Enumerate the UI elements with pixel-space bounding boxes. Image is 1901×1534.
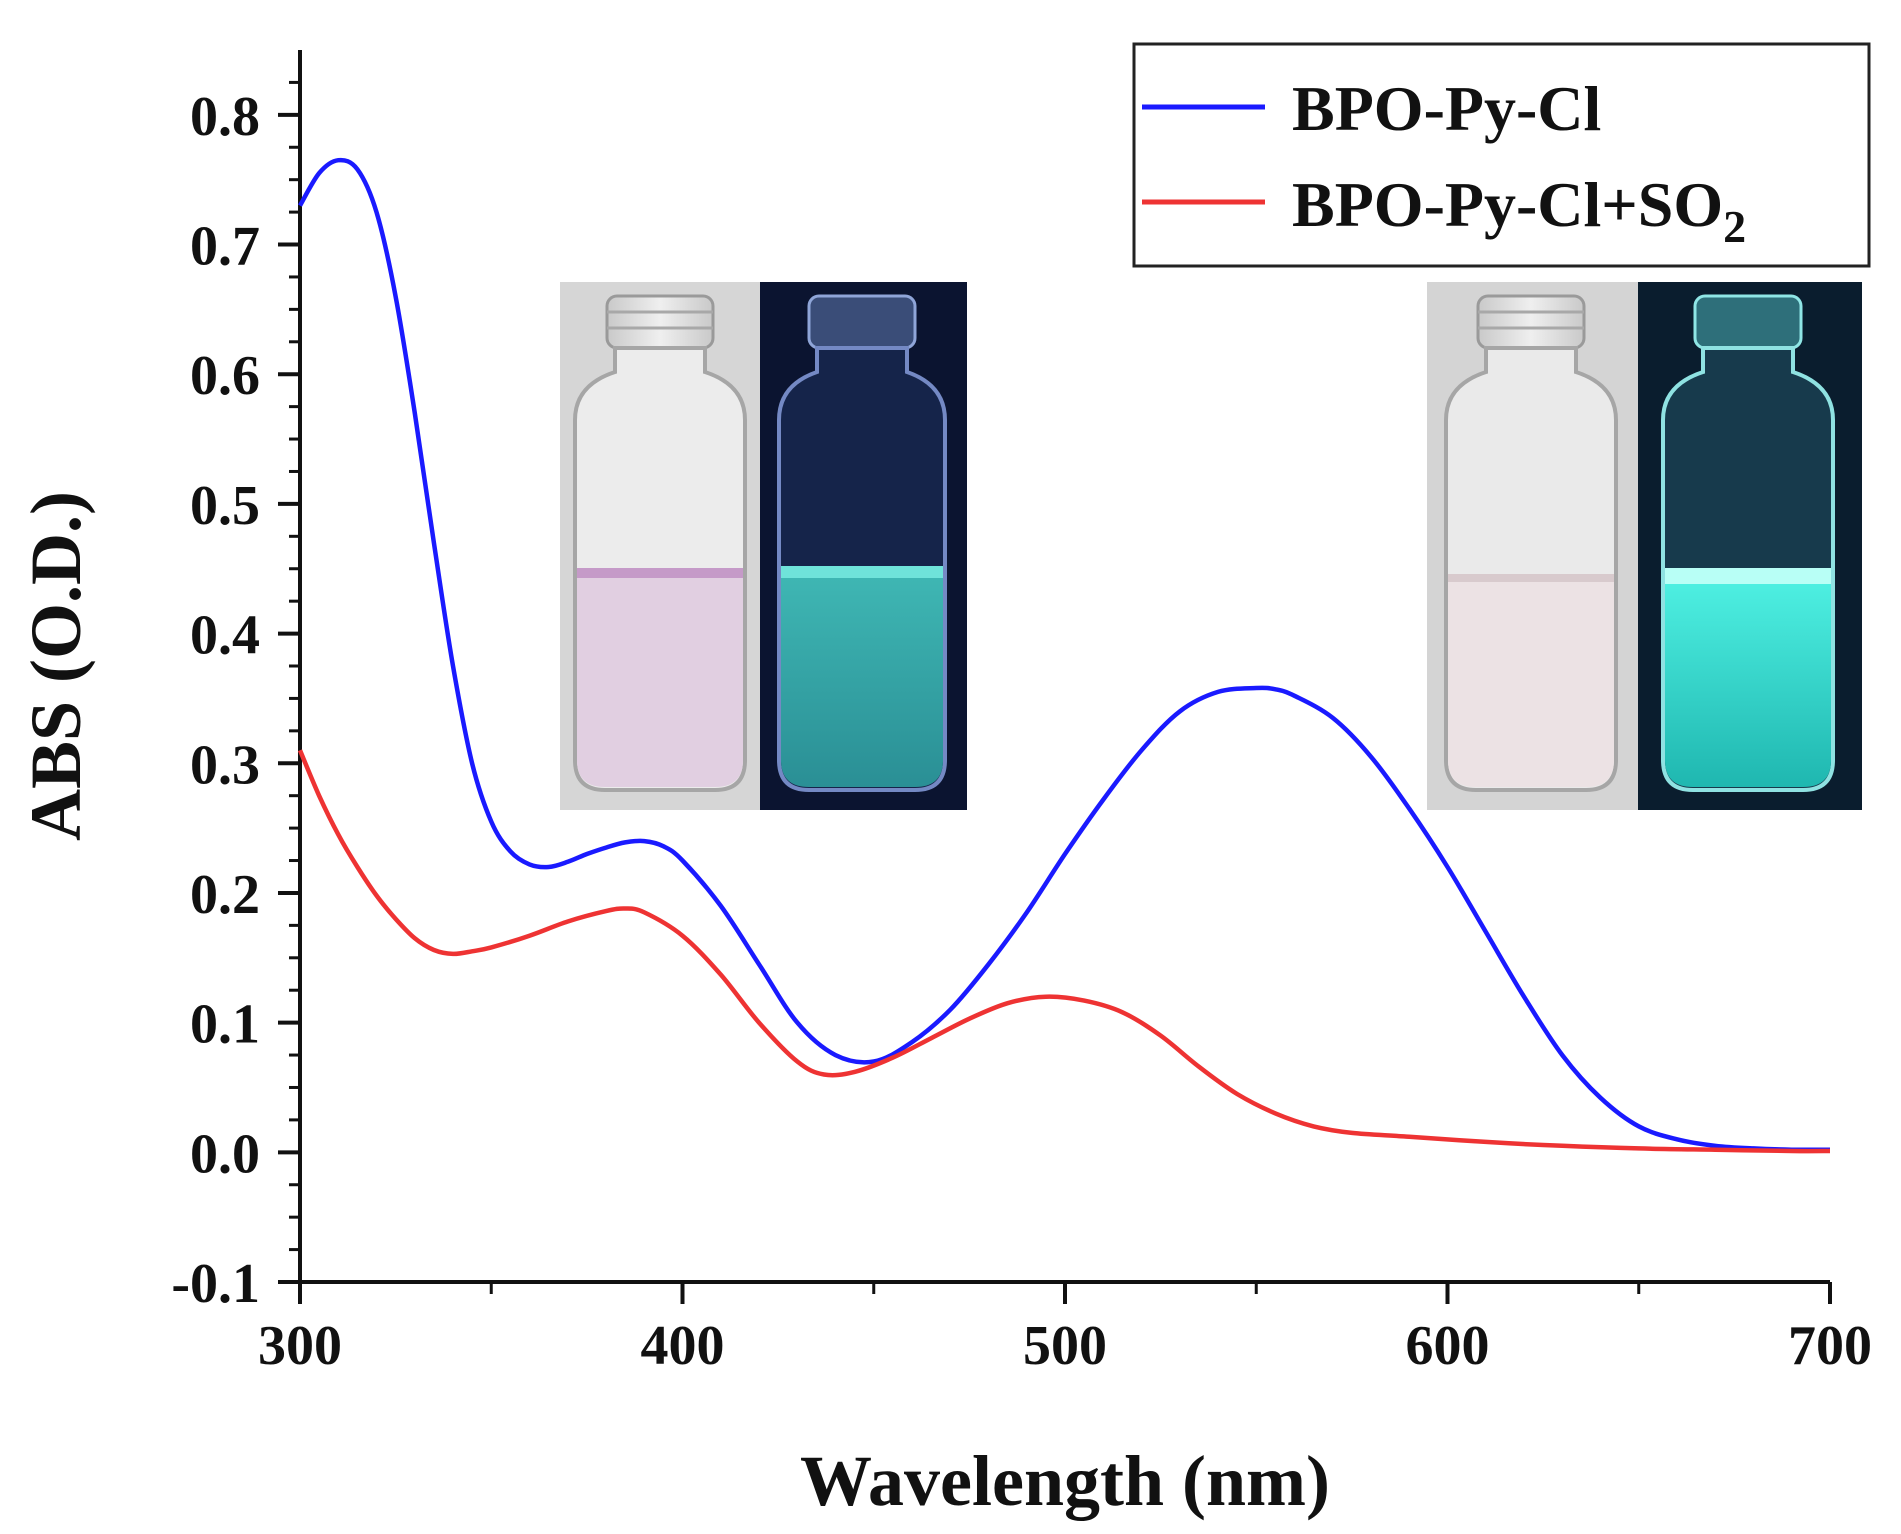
x-axis-title: Wavelength (nm): [800, 1441, 1330, 1521]
y-tick-label: 0.8: [190, 86, 260, 148]
x-tick-label: 400: [641, 1315, 725, 1377]
inset-photo-before: [560, 282, 967, 810]
legend-label-series2: BPO-Py-Cl+SO2: [1292, 169, 1746, 252]
y-tick-label: -0.1: [171, 1253, 260, 1315]
legend-label-series2-subscript: 2: [1723, 201, 1746, 252]
labels: -0.1 0.0 0.1 0.2 0.3 0.4 0.5 0.6 0.7 0.8 300 400 500…: [16, 86, 1872, 1521]
y-tick-label: 0.1: [190, 994, 260, 1056]
x-tick-label: 300: [258, 1315, 342, 1377]
y-tick-label: 0.5: [190, 475, 260, 537]
legend-label-series1: BPO-Py-Cl: [1292, 73, 1601, 144]
y-tick-label: 0.4: [190, 605, 260, 667]
vial-uv-dim-cyan-icon: [777, 294, 947, 792]
axes: [278, 50, 1832, 1304]
legend-label-series2-main: BPO-Py-Cl+SO: [1292, 169, 1723, 240]
x-tick-label: 600: [1406, 1315, 1490, 1377]
vial-uv-bright-cyan-icon: [1661, 294, 1835, 792]
y-axis-title: ABS (O.D.): [16, 491, 96, 841]
y-tick-label: 0.3: [190, 734, 260, 796]
x-tick-label: 500: [1023, 1315, 1107, 1377]
vial-daylight-clear-icon: [1444, 294, 1618, 792]
series-line-1: [298, 157, 1831, 1153]
y-tick-label: 0.6: [190, 345, 260, 407]
series-line-2: [297, 749, 1831, 1154]
y-tick-label: 0.7: [190, 216, 260, 278]
vial-daylight-pink-icon: [573, 294, 747, 792]
legend-box: [1132, 42, 1871, 268]
inset-photo-after: [1427, 282, 1862, 810]
y-tick-label: 0.0: [190, 1123, 260, 1185]
x-tick-label: 700: [1788, 1315, 1872, 1377]
series-layer: [297, 157, 1831, 1154]
legend: BPO-Py-Cl BPO-Py-Cl+SO2: [1132, 42, 1871, 268]
y-tick-label: 0.2: [190, 864, 260, 926]
